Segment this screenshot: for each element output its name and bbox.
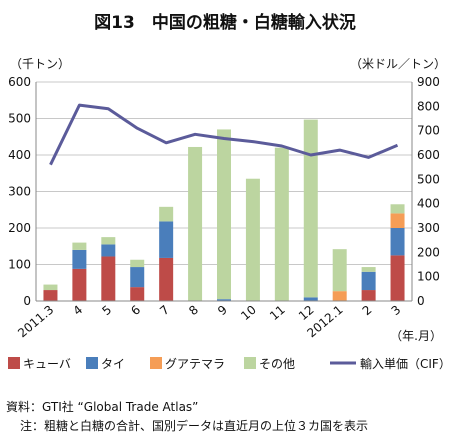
right-axis-unit-label: （米ドル／トン）	[350, 57, 446, 71]
x-tick-label: 2	[360, 303, 375, 319]
bar-segment	[130, 287, 145, 301]
chart-title: 図13 中国の粗糖・白糖輸入状況	[94, 12, 356, 33]
legend-label: キューバ	[23, 357, 71, 371]
legend-label: グアテマラ	[165, 357, 225, 371]
bar-segment	[390, 204, 405, 214]
right-tick-label: 100	[417, 270, 440, 284]
x-tick-label: 5	[99, 303, 114, 319]
bar-segment	[217, 299, 231, 301]
x-axis-unit-label: （年.月）	[390, 329, 442, 343]
bar-segment	[101, 256, 116, 301]
left-tick-label: 0	[23, 294, 31, 308]
x-tick-label: 11	[267, 303, 288, 324]
bar-segment	[159, 221, 174, 258]
bar-segment	[245, 178, 260, 301]
legend-label: タイ	[101, 357, 125, 371]
bar-segment	[159, 257, 174, 301]
bar-segment	[130, 267, 145, 288]
bar-segment	[130, 259, 145, 268]
left-tick-label: 400	[8, 148, 31, 162]
bar-segment	[303, 119, 318, 298]
bar-segment	[43, 284, 58, 291]
right-tick-label: 700	[417, 124, 440, 138]
right-axis-ticks: 0 100 200 300 400 500 600 700 800 900	[417, 75, 440, 308]
bar-segment	[72, 242, 87, 250]
legend-swatch	[86, 357, 98, 369]
x-tick-label: 9	[215, 303, 230, 319]
price-line-path	[49, 103, 399, 166]
x-tick-label: 12	[296, 303, 317, 324]
bar-segment	[274, 147, 289, 301]
legend: キューバ タイ グアテマラ その他 輸入単価（CIF）	[8, 356, 451, 371]
right-tick-label: 400	[417, 197, 440, 211]
left-tick-label: 500	[8, 112, 31, 126]
axes	[35, 82, 413, 302]
price-line	[49, 103, 399, 166]
bar-segment	[217, 129, 231, 300]
x-tick-label: 4	[70, 303, 85, 319]
right-tick-label: 300	[417, 221, 440, 235]
bar-segment	[361, 267, 376, 272]
bar-segment	[361, 290, 376, 301]
bar-segment	[361, 271, 376, 291]
right-tick-label: 500	[417, 172, 440, 186]
bar-segment	[159, 206, 174, 222]
bar-segment	[332, 249, 347, 292]
legend-swatch	[8, 357, 20, 369]
x-tick-label: 6	[128, 303, 143, 319]
bar-segment	[332, 291, 347, 301]
bar-segment	[43, 290, 58, 301]
x-tick-label: 3	[389, 303, 404, 319]
left-tick-label: 100	[8, 258, 31, 272]
footnote: 注：粗糖と白糖の合計、国別データは直近月の上位３カ国を表示	[20, 418, 368, 433]
left-tick-label: 200	[8, 221, 31, 235]
left-axis-ticks: 0 100 200 300 400 500 600	[8, 75, 31, 308]
left-tick-label: 300	[8, 185, 31, 199]
legend-label: その他	[259, 357, 295, 371]
bar-segment	[188, 146, 203, 301]
legend-label: 輸入単価（CIF）	[360, 356, 451, 371]
left-tick-label: 600	[8, 75, 31, 89]
bars	[43, 119, 405, 301]
legend-swatch	[244, 357, 256, 369]
x-tick-label: 7	[157, 303, 172, 319]
bar-segment	[101, 244, 116, 257]
right-tick-label: 800	[417, 99, 440, 113]
source-note: 資料：GTI社 “Global Trade Atlas”	[6, 399, 198, 414]
right-tick-label: 600	[417, 148, 440, 162]
bar-segment	[390, 213, 405, 228]
right-tick-label: 900	[417, 75, 440, 89]
bar-segment	[72, 249, 87, 269]
bar-segment	[101, 237, 116, 245]
x-tick-label: 2011.3	[15, 303, 56, 341]
left-axis-unit-label: （千トン）	[10, 57, 70, 71]
x-tick-label: 10	[238, 303, 259, 324]
legend-swatch	[150, 357, 162, 369]
right-tick-label: 0	[417, 294, 425, 308]
bar-segment	[390, 255, 405, 301]
x-tick-label: 8	[186, 303, 201, 319]
bar-segment	[390, 228, 405, 256]
bar-segment	[303, 297, 318, 301]
right-tick-label: 200	[417, 245, 440, 259]
bar-segment	[72, 268, 87, 301]
